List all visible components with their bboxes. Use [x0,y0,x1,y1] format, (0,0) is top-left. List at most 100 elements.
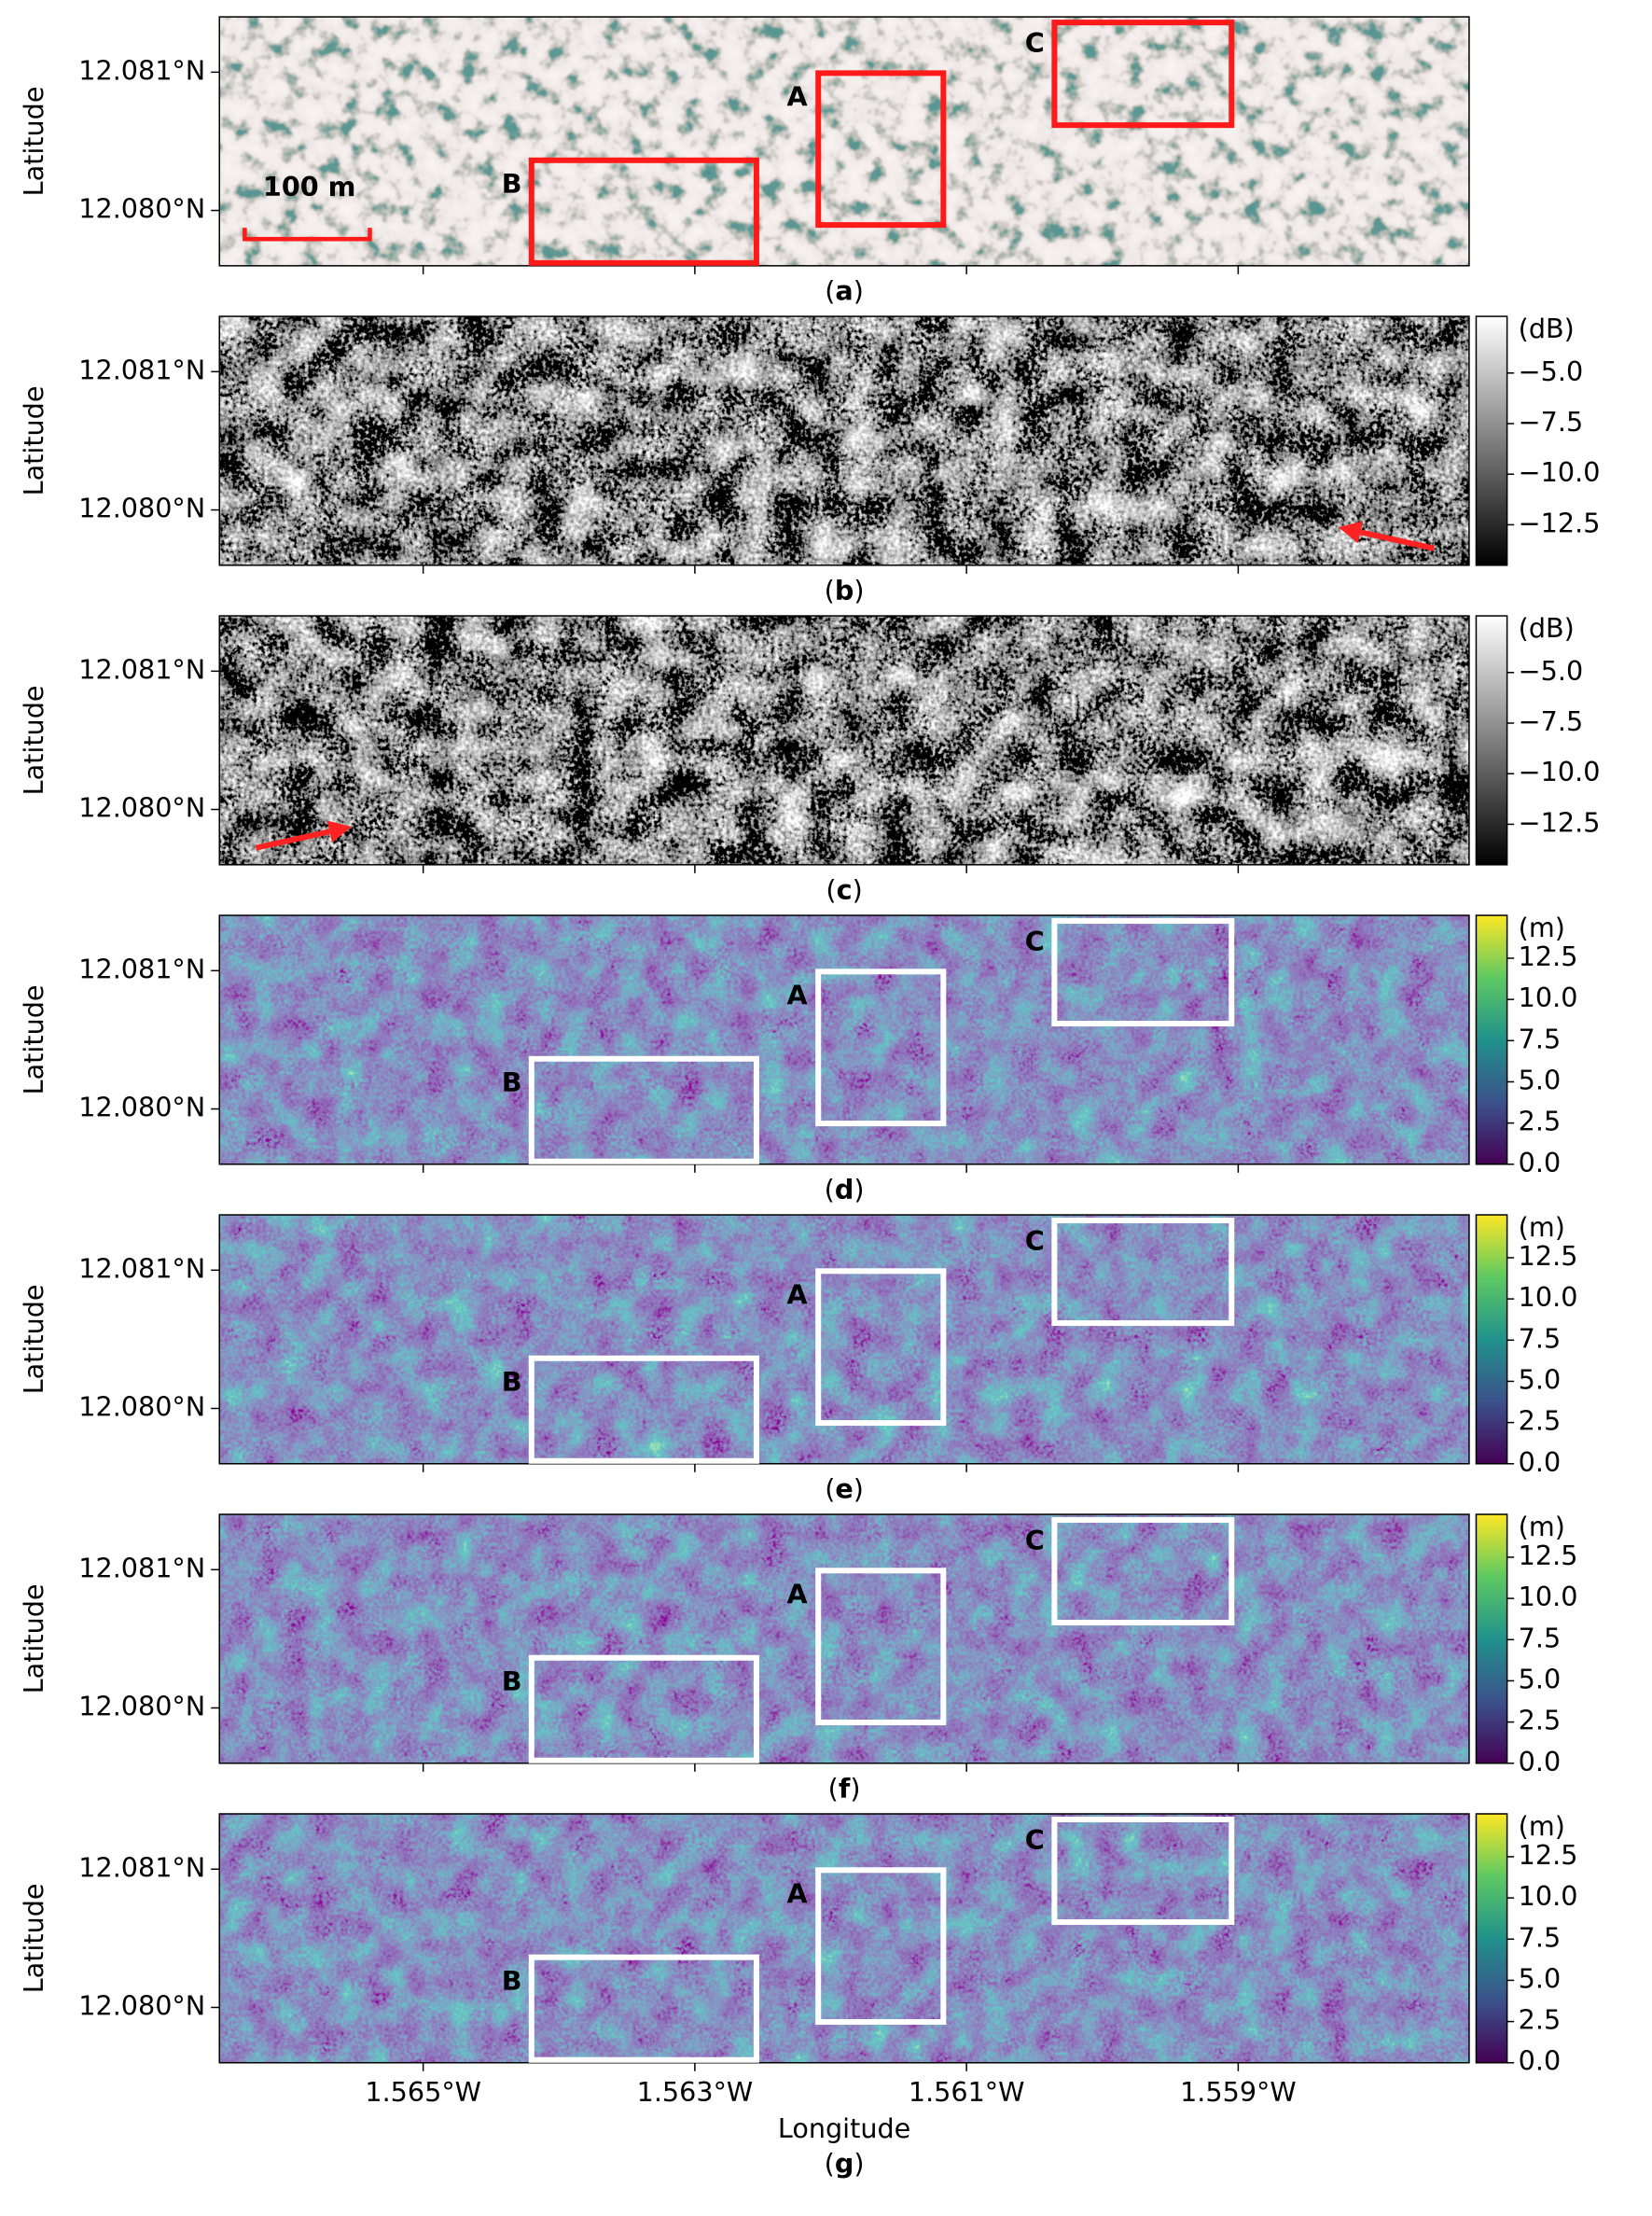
region-box [528,157,759,266]
colorbar-tick-label: 2.5 [1519,2004,1562,2036]
colorbar-tick-label: −12.5 [1519,806,1601,838]
y-axis-label: Latitude [18,386,49,496]
colorbar-tick-label: 7.5 [1519,1622,1562,1653]
colorbar [1475,615,1508,866]
colorbar-label: (m) [1519,1511,1565,1542]
colorbar [1475,1813,1508,2064]
colorbar-tick-label: 10.0 [1519,1880,1578,1912]
colorbar-tick-label: 2.5 [1519,1705,1562,1736]
y-tick-label: 12.081°N [78,1552,205,1583]
panel-caption: (f) [828,1772,861,1804]
colorbar-tick-label: 12.5 [1519,1839,1578,1871]
caption-part: ( [825,1173,835,1205]
colorbar-tick-label: 2.5 [1519,1405,1562,1437]
y-tick-label: 12.080°N [78,792,205,824]
image-panel [219,1514,1469,1763]
caption-part: ) [850,1772,860,1804]
colorbar-tick-label: 2.5 [1519,1106,1562,1137]
caption-part: e [835,1472,853,1504]
region-label: A [787,1578,809,1610]
region-box [1051,918,1235,1027]
image-panel [219,1215,1469,1464]
x-tick-label: 1.563°W [637,2076,754,2108]
scale-bar [243,228,372,242]
y-tick-label: 12.081°N [78,354,205,385]
caption-part: ( [825,1472,835,1504]
caption-part: g [835,2148,854,2180]
region-label: C [1025,926,1045,957]
axes-frame [218,615,1470,866]
y-tick-label: 12.081°N [78,1851,205,1883]
caption-part: ( [828,1772,839,1804]
caption-part: ) [853,873,863,905]
colorbar-tick-label: 7.5 [1519,1322,1562,1354]
colorbar-tick-label: −10.0 [1519,456,1601,488]
region-box [1051,1218,1235,1327]
panel-caption: (d) [825,1173,865,1205]
region-label: A [787,979,809,1010]
y-tick-label: 12.080°N [78,1690,205,1721]
y-tick-label: 12.081°N [78,54,205,86]
arrow-head [326,820,352,843]
region-box [1051,1817,1235,1926]
caption-part: a [835,274,853,306]
image-panel [219,915,1469,1164]
region-label: B [502,1665,522,1697]
arrow [1359,529,1435,551]
region-box [815,1867,947,2026]
colorbar-tick-label: 10.0 [1519,1581,1578,1612]
panel-caption: (c) [826,873,862,905]
y-axis-label: Latitude [18,984,49,1094]
y-tick-label: 12.080°N [78,493,205,524]
caption-part: d [835,1173,854,1205]
colorbar-tick-label: 0.0 [1519,1147,1562,1178]
caption-part: ( [825,2148,835,2180]
colorbar-tick-label: 7.5 [1519,1921,1562,1953]
colorbar-label: (m) [1519,912,1565,943]
panel-caption: (b) [825,574,865,606]
x-tick-label: 1.565°W [365,2076,481,2108]
axes-frame [218,315,1470,566]
region-label: B [502,1366,522,1398]
region-box [528,1654,759,1763]
colorbar-tick-label: 5.0 [1519,1363,1562,1395]
caption-part: ) [854,1472,864,1504]
region-label: A [787,80,809,112]
axes-frame [218,1813,1470,2064]
colorbar-label: (m) [1519,1810,1565,1842]
colorbar-tick-label: −10.0 [1519,756,1601,787]
colorbar-tick-label: 12.5 [1519,941,1578,972]
y-axis-label: Latitude [18,87,49,197]
y-tick-label: 12.080°N [78,1989,205,2021]
colorbar-tick-label: −7.5 [1519,705,1584,737]
axes-frame [218,914,1470,1165]
region-label: C [1025,1525,1045,1556]
caption-part: ( [825,274,835,306]
image-panel [219,316,1469,565]
image-panel [219,17,1469,266]
caption-part: ) [854,574,864,606]
region-box [528,1355,759,1464]
caption-part: c [837,873,853,905]
colorbar-label: (m) [1519,1211,1565,1243]
region-label: A [787,1278,809,1310]
colorbar [1475,315,1508,566]
colorbar-tick-label: 5.0 [1519,1962,1562,1994]
y-tick-label: 12.081°N [78,653,205,685]
region-label: C [1025,27,1045,59]
colorbar-tick-label: 0.0 [1519,1746,1562,1777]
y-axis-label: Latitude [18,686,49,796]
region-box [815,1268,947,1427]
arrow-head [1338,521,1363,544]
colorbar-tick-label: 7.5 [1519,1023,1562,1054]
x-tick-label: 1.561°W [909,2076,1025,2108]
axes-frame [218,1513,1470,1764]
y-tick-label: 12.080°N [78,193,205,225]
y-tick-label: 12.081°N [78,1252,205,1284]
region-box [815,969,947,1127]
colorbar-tick-label: 5.0 [1519,1064,1562,1095]
colorbar [1475,1513,1508,1764]
y-tick-label: 12.080°N [78,1092,205,1123]
colorbar-label: (dB) [1519,612,1575,644]
